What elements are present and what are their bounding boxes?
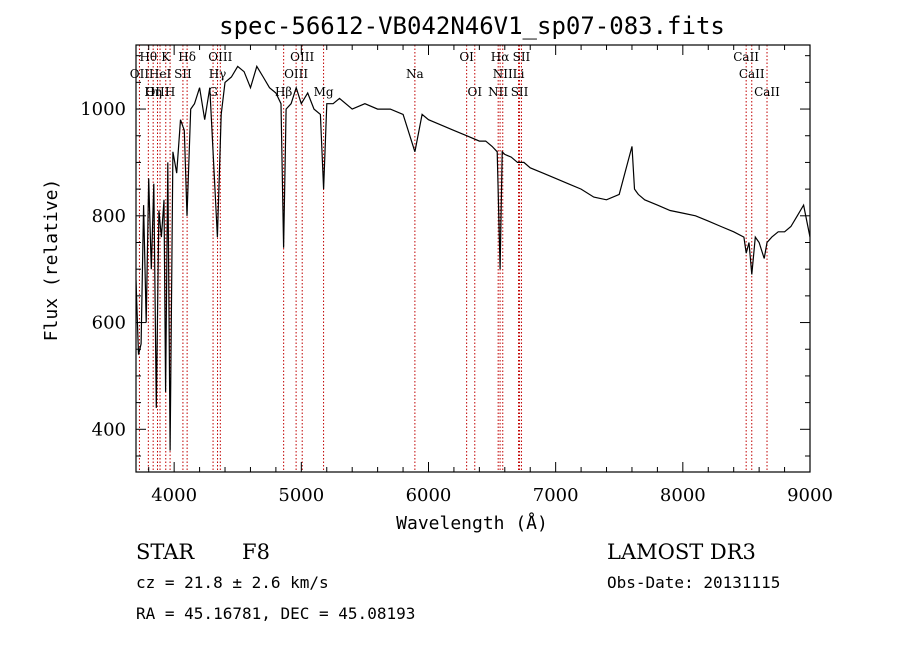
line-label: OIII — [145, 85, 169, 99]
emission-line-markers — [138, 45, 768, 472]
object-class: STAR — [136, 540, 195, 564]
x-tick-label: 6000 — [406, 485, 452, 506]
line-label: Na — [406, 67, 424, 81]
x-tick-label: 5000 — [278, 485, 324, 506]
y-tick-label: 800 — [92, 206, 126, 227]
plot-frame — [135, 44, 811, 473]
y-tick-label: 1000 — [80, 99, 126, 120]
line-label: NII — [493, 67, 513, 81]
line-label: Hβ — [275, 85, 292, 99]
line-label: OI — [467, 85, 482, 99]
line-label: CaII — [739, 67, 765, 81]
line-label: Li — [513, 67, 525, 81]
line-label: OI — [459, 50, 474, 64]
line-label: Hα — [491, 50, 510, 64]
y-tick-label: 600 — [92, 313, 126, 334]
line-label: Hη — [144, 85, 162, 99]
x-axis-ticks: 4000 5000 6000 7000 8000 9000 — [148, 45, 833, 506]
subclass: F8 — [242, 540, 270, 564]
line-label: SII — [174, 67, 192, 81]
y-axis-label: Flux (relative) — [41, 179, 62, 342]
line-label: G — [208, 85, 218, 99]
spectrum-line — [136, 64, 810, 451]
line-label: CaII — [733, 50, 759, 64]
line-label: SII — [513, 50, 531, 64]
line-label: HeI — [149, 67, 172, 81]
x-axis-label: Wavelength (Å) — [396, 512, 548, 534]
line-label: OIII — [208, 50, 232, 64]
line-label: OII — [130, 67, 150, 81]
coordinates: RA = 45.16781, DEC = 45.08193 — [136, 604, 415, 623]
line-label: K — [161, 50, 171, 64]
line-label: SII — [511, 85, 529, 99]
observation-date: Obs-Date: 20131115 — [607, 573, 780, 592]
line-label: OIII — [284, 67, 308, 81]
chart-title: spec-56612-VB042N46V1_sp07-083.fits — [219, 12, 725, 40]
x-tick-label: 4000 — [151, 485, 197, 506]
line-label: Hγ — [209, 67, 227, 81]
line-label: Hδ — [178, 50, 196, 64]
line-label: OIII — [290, 50, 314, 64]
line-label: Hθ — [139, 50, 157, 64]
line-label: H — [165, 85, 175, 99]
x-tick-label: 9000 — [787, 485, 833, 506]
y-axis-ticks: 400 600 800 1000 — [80, 55, 810, 457]
survey-name: LAMOST DR3 — [607, 540, 756, 564]
x-tick-label: 7000 — [533, 485, 579, 506]
y-tick-label: 400 — [92, 419, 126, 440]
line-label: CaII — [754, 85, 780, 99]
x-tick-label: 8000 — [660, 485, 706, 506]
redshift: cz = 21.8 ± 2.6 km/s — [136, 573, 329, 592]
line-label: Mg — [314, 85, 334, 99]
line-label: NII — [488, 85, 508, 99]
